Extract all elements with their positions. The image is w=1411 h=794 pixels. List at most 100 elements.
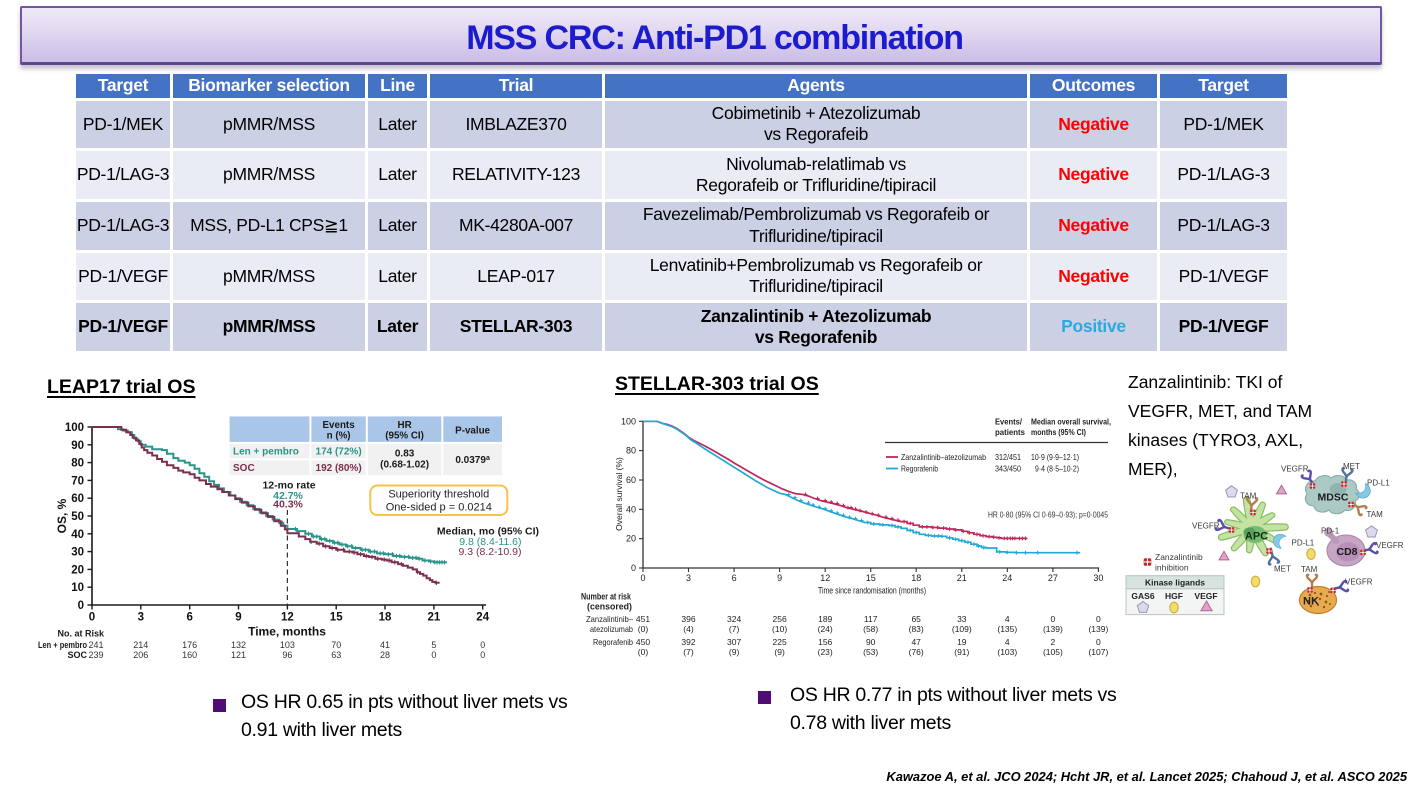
svg-text:312/451: 312/451 — [995, 452, 1021, 462]
svg-text:9·4 (8·5–10·2): 9·4 (8·5–10·2) — [1035, 464, 1079, 474]
svg-text:(105): (105) — [1043, 647, 1063, 657]
svg-text:PD-1: PD-1 — [1321, 527, 1340, 536]
svg-text:(7): (7) — [683, 647, 694, 657]
svg-text:192 (80%): 192 (80%) — [316, 463, 362, 474]
svg-text:40: 40 — [71, 529, 84, 541]
svg-text:0: 0 — [1051, 614, 1056, 624]
svg-text:(139): (139) — [1088, 624, 1108, 634]
svg-text:70: 70 — [331, 640, 341, 650]
svg-text:33: 33 — [957, 614, 967, 624]
svg-text:Events/: Events/ — [995, 417, 1023, 427]
svg-text:103: 103 — [280, 640, 295, 650]
svg-text:41: 41 — [380, 640, 390, 650]
svg-text:CD8: CD8 — [1336, 546, 1357, 558]
svg-text:(107): (107) — [1088, 647, 1108, 657]
svg-text:VEGFR: VEGFR — [1281, 465, 1309, 474]
svg-text:21: 21 — [428, 612, 441, 624]
svg-text:(91): (91) — [954, 647, 969, 657]
svg-text:0: 0 — [89, 612, 95, 624]
svg-text:214: 214 — [133, 640, 148, 650]
svg-text:(9): (9) — [774, 647, 785, 657]
svg-text:174 (72%): 174 (72%) — [316, 447, 362, 458]
svg-text:18: 18 — [911, 573, 921, 583]
svg-text:(135): (135) — [997, 624, 1017, 634]
svg-text:VEGF: VEGF — [1194, 591, 1217, 601]
svg-text:Zanzalintinib–: Zanzalintinib– — [586, 614, 633, 624]
svg-text:No. at Risk: No. at Risk — [57, 629, 105, 639]
svg-text:4: 4 — [1005, 614, 1010, 624]
svg-text:0: 0 — [1096, 614, 1101, 624]
svg-text:20: 20 — [626, 534, 636, 544]
svg-text:15: 15 — [866, 573, 876, 583]
svg-text:MET: MET — [1274, 565, 1291, 574]
svg-text:HR: HR — [398, 420, 412, 431]
svg-text:451: 451 — [636, 614, 650, 624]
svg-text:60: 60 — [71, 493, 84, 505]
svg-text:90: 90 — [71, 440, 84, 452]
svg-text:0: 0 — [480, 640, 485, 650]
svg-text:VEGFR: VEGFR — [1376, 541, 1404, 550]
svg-text:atezolizumab: atezolizumab — [590, 624, 633, 634]
svg-text:Zanzalintinib: Zanzalintinib — [1155, 552, 1203, 562]
svg-text:(23): (23) — [818, 647, 833, 657]
svg-text:0.0379a: 0.0379a — [455, 455, 490, 466]
svg-text:42.7%: 42.7% — [273, 490, 303, 502]
svg-text:APC: APC — [1245, 531, 1268, 543]
svg-text:9.3 (8.2-10.9): 9.3 (8.2-10.9) — [458, 546, 521, 558]
svg-text:OS, %: OS, % — [55, 498, 69, 533]
svg-text:0: 0 — [480, 650, 485, 660]
svg-text:15: 15 — [330, 612, 343, 624]
svg-text:MET: MET — [1343, 462, 1360, 471]
svg-text:0: 0 — [640, 573, 645, 583]
svg-text:Regorafenib: Regorafenib — [593, 637, 633, 647]
svg-text:3: 3 — [138, 612, 144, 624]
svg-text:0: 0 — [78, 600, 84, 612]
svg-text:27: 27 — [1048, 573, 1058, 583]
svg-text:Events: Events — [323, 420, 356, 431]
svg-text:12-mo rate: 12-mo rate — [262, 480, 315, 492]
svg-text:96: 96 — [282, 650, 292, 660]
svg-text:(10): (10) — [772, 624, 787, 634]
svg-text:MDSC: MDSC — [1318, 492, 1349, 504]
svg-text:450: 450 — [636, 637, 650, 647]
svg-text:256: 256 — [773, 614, 787, 624]
svg-text:TAM: TAM — [1301, 565, 1318, 574]
svg-text:HGF: HGF — [1165, 591, 1183, 601]
svg-text:Median, mo (95% CI): Median, mo (95% CI) — [437, 526, 539, 538]
svg-text:324: 324 — [727, 614, 741, 624]
svg-text:(95% CI): (95% CI) — [385, 431, 424, 442]
svg-text:132: 132 — [231, 640, 246, 650]
svg-text:12: 12 — [281, 612, 294, 624]
svg-text:30: 30 — [71, 547, 84, 559]
svg-text:patients: patients — [995, 427, 1025, 437]
svg-text:307: 307 — [727, 637, 741, 647]
svg-text:10: 10 — [71, 582, 84, 594]
svg-text:0: 0 — [631, 563, 636, 573]
svg-text:63: 63 — [331, 650, 341, 660]
svg-text:80: 80 — [71, 458, 84, 470]
svg-text:18: 18 — [379, 612, 392, 624]
svg-text:24: 24 — [1002, 573, 1012, 583]
svg-text:100: 100 — [65, 422, 84, 434]
svg-text:0: 0 — [1096, 637, 1101, 647]
svg-text:Time since randomisation (mont: Time since randomisation (months) — [818, 586, 926, 596]
svg-text:70: 70 — [71, 475, 84, 487]
svg-text:90: 90 — [866, 637, 876, 647]
svg-text:40.3%: 40.3% — [273, 499, 303, 511]
svg-text:65: 65 — [911, 614, 921, 624]
svg-text:One-sided p = 0.0214: One-sided p = 0.0214 — [386, 502, 492, 514]
svg-text:9.8 (8.4-11.6): 9.8 (8.4-11.6) — [459, 536, 521, 548]
svg-text:0.83: 0.83 — [395, 449, 415, 460]
svg-text:GAS6: GAS6 — [1131, 591, 1154, 601]
svg-text:117: 117 — [864, 614, 878, 624]
svg-text:176: 176 — [182, 640, 197, 650]
svg-text:12: 12 — [820, 573, 830, 583]
svg-text:5: 5 — [431, 640, 436, 650]
svg-text:Median overall survival,: Median overall survival, — [1031, 417, 1111, 427]
svg-text:10·9 (9·9–12·1): 10·9 (9·9–12·1) — [1031, 452, 1079, 462]
svg-text:9: 9 — [235, 612, 241, 624]
svg-text:Kinase ligands: Kinase ligands — [1145, 578, 1205, 588]
svg-text:160: 160 — [182, 650, 197, 660]
svg-text:100: 100 — [621, 416, 636, 426]
svg-text:20: 20 — [71, 564, 84, 576]
